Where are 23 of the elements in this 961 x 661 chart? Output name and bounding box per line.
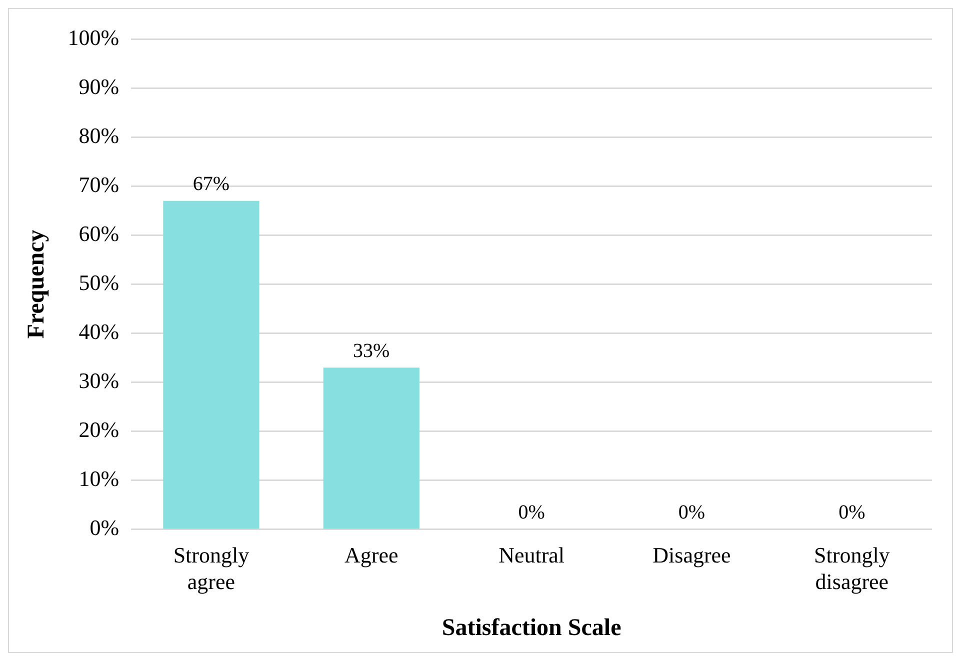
y-tick-label: 10%	[78, 466, 120, 492]
x-axis-title: Satisfaction Scale	[442, 614, 622, 641]
data-label: 0%	[838, 502, 866, 524]
y-tick-label: 70%	[78, 172, 120, 197]
y-tick-label: 0%	[90, 515, 120, 540]
data-label: 67%	[192, 173, 230, 196]
y-tick-label: 100%	[68, 24, 120, 50]
y-tick-label: 20%	[78, 417, 120, 442]
data-label: 33%	[353, 340, 390, 362]
y-axis-title: Frequency	[24, 230, 50, 339]
x-tick-label: Agree	[344, 542, 398, 568]
y-tick-label: 50%	[78, 270, 120, 295]
x-tick-label: Disagree	[652, 542, 731, 568]
y-tick-label: 90%	[78, 74, 120, 99]
y-tick-label: 80%	[78, 122, 120, 148]
data-label: 0%	[518, 502, 545, 524]
x-tick-label: Strongly agree	[173, 542, 250, 594]
data-label: 0%	[678, 502, 706, 524]
y-tick-label: 40%	[78, 319, 120, 344]
x-tick-label: Neutral	[498, 542, 565, 568]
x-tick-label: Strongly disagree	[814, 542, 890, 594]
y-tick-label: 60%	[78, 220, 120, 246]
y-tick-label: 30%	[78, 368, 120, 394]
